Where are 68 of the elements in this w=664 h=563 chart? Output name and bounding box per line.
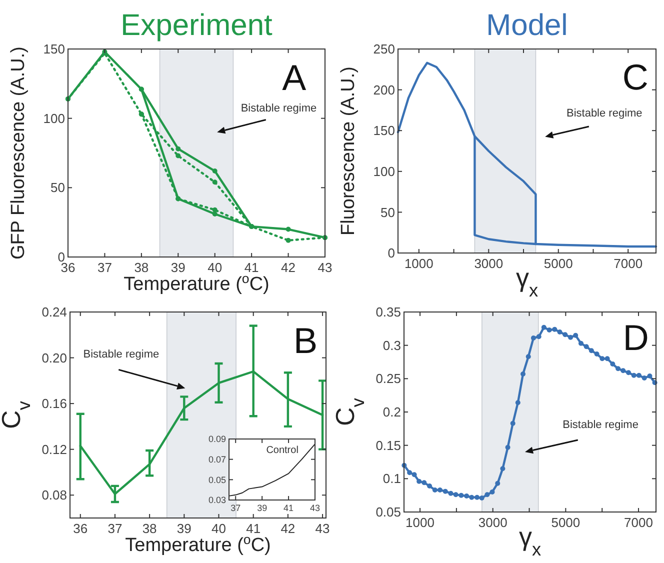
y-tick-label: 50 [380, 204, 395, 220]
x-tick-label: 1000 [406, 515, 434, 530]
y-tick-label: 0 [388, 246, 395, 261]
y-tick-label: 0.15 [376, 438, 401, 453]
x-tick-label: 36 [60, 260, 76, 275]
x-axis-title: γ$_{x}$ [516, 262, 538, 301]
x-tick-label: 37 [230, 503, 241, 513]
x-tick-label: 7000 [624, 515, 653, 530]
y-tick-label: 50 [50, 180, 65, 196]
y-tick-label: 0.03 [208, 495, 226, 506]
y-tick-label: 0.3 [382, 338, 401, 353]
x-tick-label: 36 [73, 521, 88, 536]
y-tick-label: 0.09 [208, 434, 226, 444]
y-tick-label: 0.08 [42, 488, 67, 503]
y-axis-title: Fluorescence (A.U.) [338, 66, 359, 236]
y-tick-label: 0.07 [208, 454, 226, 464]
chart-title: Model [486, 9, 568, 42]
x-tick-label: 38 [134, 260, 149, 275]
y-tick-label: 150 [373, 123, 395, 138]
band-label: Bistable regime [83, 348, 160, 360]
x-tick-label: 41 [246, 521, 261, 536]
x-tick-label: 37 [108, 521, 122, 536]
y-tick-label: 0.2 [382, 404, 401, 420]
x-tick-label: 3000 [474, 256, 504, 271]
y-tick-label: 100 [43, 110, 65, 126]
x-tick-label: 3000 [478, 515, 508, 530]
y-tick-label: 200 [373, 82, 395, 98]
y-tick-label: 0.05 [208, 474, 226, 485]
y-tick-label: 0.20 [42, 350, 67, 366]
annotation: A [282, 57, 306, 98]
y-tick-label: 150 [43, 42, 65, 57]
band-label: Bistable regime [562, 419, 638, 431]
x-tick-label: 39 [257, 503, 268, 513]
x-axis-title: γ$_{x}$ [518, 522, 542, 560]
x-tick-label: 41 [244, 260, 259, 275]
x-tick-label: 39 [170, 260, 186, 275]
x-tick-label: 43 [318, 260, 332, 275]
annotation: D [622, 317, 649, 358]
annotation: C [622, 56, 648, 98]
x-tick-label: 41 [284, 503, 294, 513]
x-tick-label: 38 [142, 521, 157, 536]
x-tick-label: 5000 [551, 515, 580, 530]
y-tick-label: 0.1 [382, 471, 401, 486]
x-tick-label: 40 [212, 521, 226, 536]
y-tick-label: 0.24 [42, 304, 67, 320]
y-tick-label: 250 [373, 42, 395, 57]
y-tick-label: 0.35 [376, 304, 401, 320]
annotation: B [294, 320, 318, 361]
x-tick-label: 40 [208, 260, 222, 275]
x-tick-label: 1000 [404, 256, 434, 271]
x-tick-label: 42 [281, 260, 296, 275]
x-tick-label: 42 [280, 521, 296, 536]
y-tick-label: 0.05 [376, 504, 401, 520]
x-tick-label: 43 [310, 503, 320, 513]
chart-title: Experiment [120, 9, 274, 42]
x-tick-label: 43 [315, 521, 330, 536]
x-tick-label: 39 [176, 521, 192, 536]
band-label: Bistable regime [240, 102, 317, 114]
annotation: Control [266, 445, 298, 456]
y-tick-label: 0.25 [376, 371, 401, 386]
y-tick-label: 0.16 [42, 396, 67, 412]
y-tick-label: 100 [373, 164, 395, 179]
x-tick-label: 37 [97, 260, 112, 275]
y-tick-label: 0.12 [42, 442, 67, 457]
band-label: Bistable regime [566, 107, 642, 120]
x-tick-label: 7000 [614, 256, 643, 271]
x-tick-label: 5000 [544, 256, 573, 271]
y-axis-title: GFP Fluorescence (A.U.) [8, 46, 29, 260]
